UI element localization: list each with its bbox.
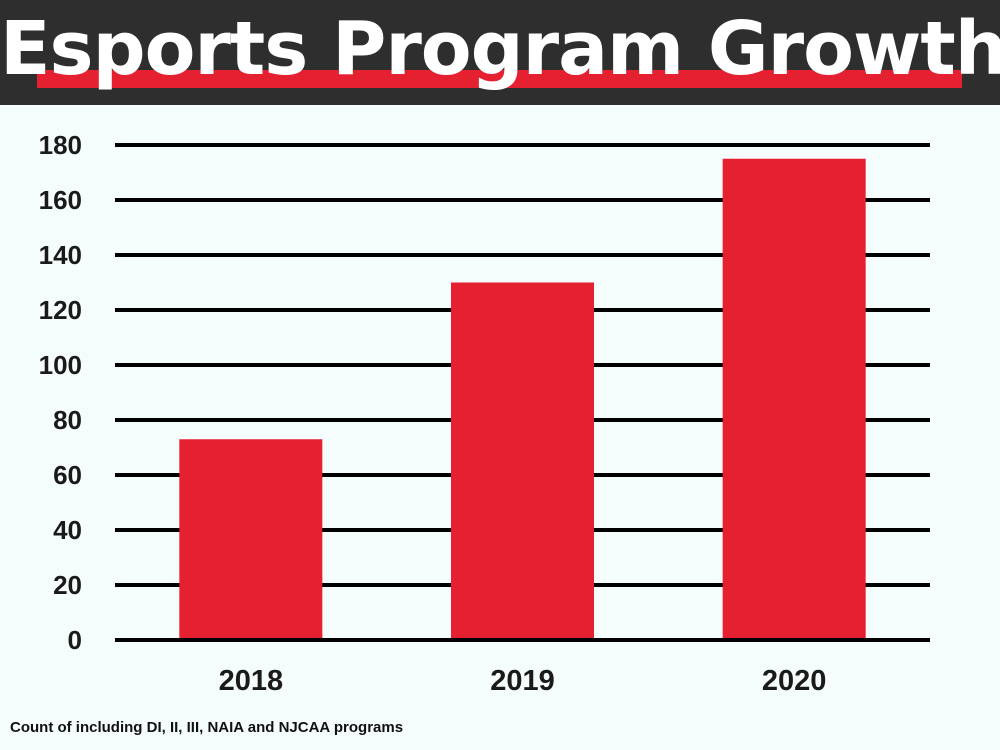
x-tick-label: 2018: [219, 665, 284, 697]
y-tick-label: 120: [39, 295, 82, 325]
title-underline-accent: [37, 70, 962, 88]
bar: [179, 439, 323, 640]
x-tick-label: 2019: [490, 665, 555, 697]
bar: [451, 282, 594, 640]
bar-chart: 0 20 40 60 80 100 120 140 160 180 2018 2019 2020: [39, 130, 930, 697]
chart-header: Esports Program Growth: [0, 0, 1000, 105]
chart-footnote: Count of including DI, II, III, NAIA and…: [10, 719, 404, 736]
bar: [722, 158, 866, 640]
y-tick-label: 160: [39, 185, 82, 215]
y-tick-label: 100: [39, 350, 82, 380]
y-tick-label: 180: [39, 130, 82, 160]
chart-title: Esports Program Growth: [0, 6, 1000, 92]
y-tick-label: 60: [53, 460, 82, 490]
y-tick-label: 140: [39, 240, 82, 270]
y-tick-label: 40: [53, 515, 82, 545]
x-tick-label: 2020: [762, 665, 827, 697]
y-tick-label: 0: [68, 625, 82, 655]
y-tick-label: 20: [53, 570, 82, 600]
y-tick-label: 80: [53, 405, 82, 435]
